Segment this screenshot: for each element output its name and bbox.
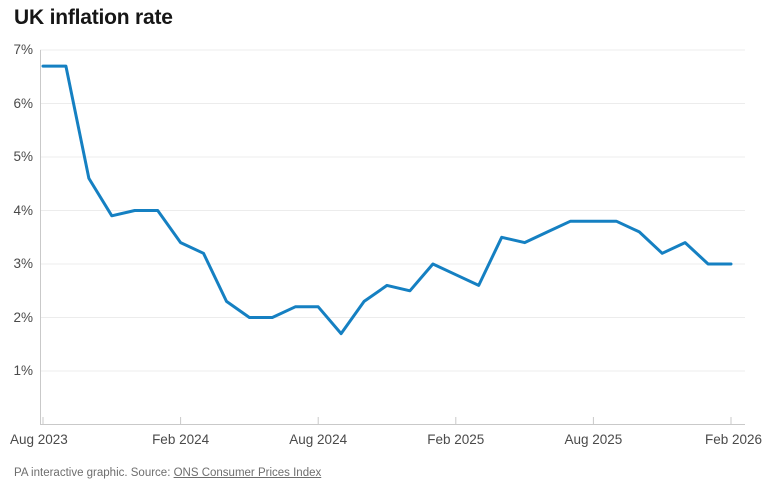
inflation-line xyxy=(41,64,733,336)
x-axis-label: Aug 2025 xyxy=(564,432,623,447)
y-axis-label: 7% xyxy=(13,42,33,57)
y-axis-label: 2% xyxy=(13,309,33,325)
y-axis-label: 3% xyxy=(13,256,33,271)
x-axis-label: Feb 2026 xyxy=(704,432,762,447)
y-axis-label: 6% xyxy=(13,95,33,111)
chart-title: UK inflation rate xyxy=(14,6,173,29)
x-axis-label: Feb 2025 xyxy=(427,432,485,447)
x-axis-label: Aug 2024 xyxy=(289,432,348,447)
y-axis-label: 5% xyxy=(13,149,33,164)
y-axis-label: 1% xyxy=(13,363,33,378)
y-axis-label: 4% xyxy=(13,202,33,218)
source-link[interactable]: ONS Consumer Prices Index xyxy=(173,467,322,479)
x-axis-label: Aug 2023 xyxy=(10,432,68,447)
chart-footer: PA interactive graphic. Source: ONS Cons… xyxy=(14,467,321,479)
credit-text: PA interactive graphic. Source: xyxy=(14,467,174,479)
x-axis-labels: Aug 2023 Feb 2024 Aug 2024 Feb 2025 Aug 2025… xyxy=(0,432,768,450)
y-axis-labels: 1% 2% 3% 4% 5% 6% 7% xyxy=(0,0,40,430)
x-axis-label: Feb 2024 xyxy=(152,432,210,447)
